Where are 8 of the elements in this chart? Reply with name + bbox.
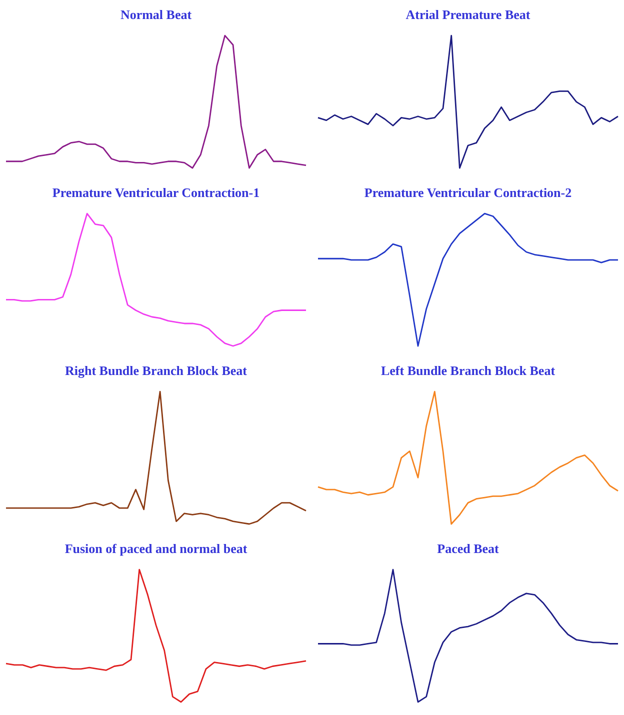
- chart-title: Normal Beat: [120, 7, 192, 22]
- chart-title: Left Bundle Branch Block Beat: [380, 363, 556, 378]
- chart-title: Right Bundle Branch Block Beat: [64, 363, 248, 378]
- chart-title: Premature Ventricular Contraction-1: [52, 185, 260, 200]
- chart-title: Atrial Premature Beat: [406, 7, 531, 22]
- chart-title: Fusion of paced and normal beat: [64, 541, 248, 556]
- chart-title: Premature Ventricular Contraction-2: [364, 185, 572, 200]
- chart-title: Paced Beat: [437, 541, 500, 556]
